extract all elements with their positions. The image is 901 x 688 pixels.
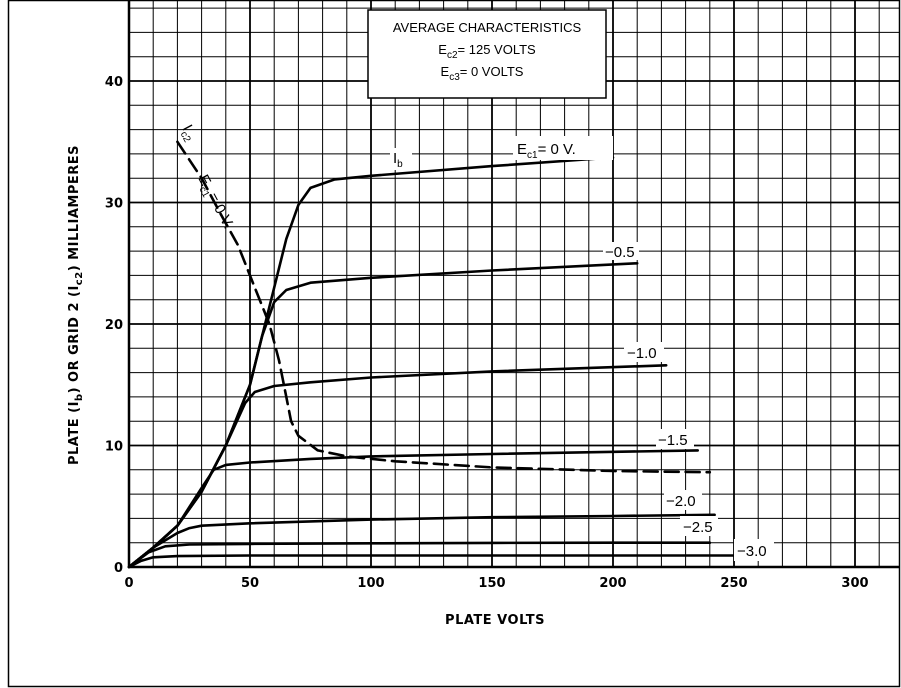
x-axis-title: PLATE VOLTS: [445, 613, 545, 628]
label-m30: −3.0: [737, 543, 767, 560]
label-bg-m05: [603, 242, 639, 260]
label-bg-m25: [680, 516, 718, 536]
x-tick-label: 0: [124, 576, 133, 591]
label-m25: −2.5: [683, 519, 713, 536]
y-tick-labels: 0 10 20 30 40: [105, 75, 123, 576]
label-m15: −1.5: [658, 432, 688, 449]
label-ec1-zero: Ec1= 0 V.: [517, 141, 576, 161]
series-curve-6: [127, 554, 736, 569]
chart-frame: [7, 0, 901, 688]
y-tick-label: 30: [105, 197, 123, 212]
label-bg-ib: [390, 148, 412, 170]
y-tick-label: 20: [105, 318, 123, 333]
label-bg-m10: [624, 342, 664, 362]
x-tick-label: 50: [241, 576, 259, 591]
curves: [127, 140, 736, 569]
curve-labels: Ec1= 0 V. Ib −0.5 −1.0 −1.5 −2.0 −2.5 −3…: [176, 122, 774, 561]
y-axis-title: PLATE (Ib) OR GRID 2 (Ic2) MILLIAMPERES: [67, 145, 85, 465]
label-bg-m20: [664, 490, 702, 510]
x-tick-label: 200: [599, 576, 626, 591]
label-bg-m15: [656, 429, 694, 449]
title-line-1: AVERAGE CHARACTERISTICS: [393, 20, 582, 35]
series-curve-2: [127, 363, 668, 569]
series-curve-4: [127, 513, 716, 569]
label-m10: −1.0: [627, 345, 657, 362]
x-tick-label: 300: [841, 576, 868, 591]
title-line-ec3: Ec3= 0 VOLTS: [441, 64, 524, 83]
series-curve-5: [127, 541, 712, 569]
label-bg-m30: [734, 539, 774, 561]
title-box: AVERAGE CHARACTERISTICS Ec2= 125 VOLTS E…: [367, 9, 607, 99]
label-ib: Ib: [393, 150, 403, 170]
title-line-ec2: Ec2= 125 VOLTS: [438, 42, 536, 61]
x-tick-label: 100: [357, 576, 384, 591]
y-tick-label: 10: [105, 440, 123, 455]
y-tick-label: 40: [105, 75, 123, 90]
series-curve-3: [127, 449, 700, 569]
label-bg-ec1-zero: [513, 136, 613, 160]
x-tick-labels: 0 50 100 150 200 250 300: [124, 576, 868, 591]
title-box-frame: [367, 9, 607, 99]
label-m05: −0.5: [605, 244, 635, 261]
label-m20: −2.0: [666, 493, 696, 510]
y-tick-label: 0: [114, 561, 123, 576]
label-ic2: Ic2: [176, 122, 201, 145]
series-curve-1: [127, 261, 639, 569]
series-curve-7: [176, 140, 712, 474]
x-tick-label: 250: [720, 576, 747, 591]
x-tick-label: 150: [478, 576, 505, 591]
